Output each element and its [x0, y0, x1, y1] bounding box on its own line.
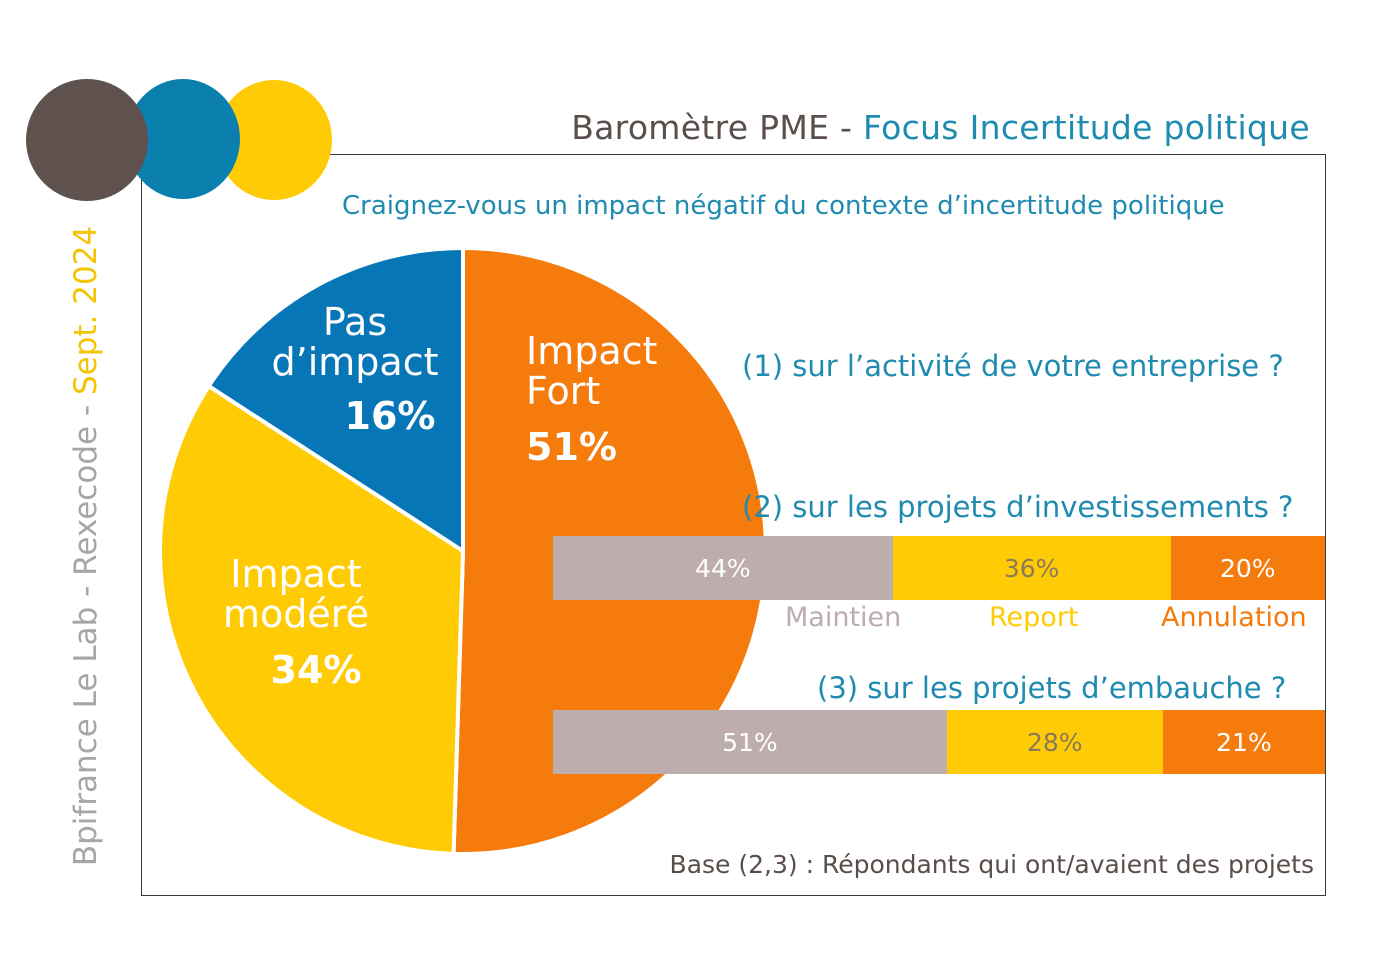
stacked-bar-investissements: 44% 36% 20% [553, 536, 1325, 600]
pie-label-impact-fort: Impact Fort 51% [526, 329, 658, 469]
main-question: Craignez-vous un impact négatif du conte… [342, 191, 1225, 221]
chart-frame [141, 154, 1326, 896]
title-part-1: Baromètre PME - [571, 108, 864, 147]
sub-question-embauche: (3) sur les projets d’embauche ? [817, 671, 1287, 705]
bar-segment-annulation: 20% [1170, 536, 1325, 600]
bar-segment-report: 36% [892, 536, 1171, 600]
pie-label-line-1: Impact [526, 329, 658, 373]
sub-question-activite: (1) sur l’activité de votre entreprise ? [742, 349, 1284, 383]
bar-segment-maintien: 44% [553, 536, 893, 600]
logo-circle-dark [26, 79, 148, 201]
bar-segment-annulation: 21% [1162, 710, 1325, 774]
pie-label-line-1: Pas [322, 300, 388, 344]
stacked-bar-embauche: 51% 28% 21% [553, 710, 1325, 774]
sub-question-investissements: (2) sur les projets d’investissements ? [742, 490, 1294, 524]
pie-value-impact-fort: 51% [526, 424, 617, 469]
pie-label-impact-modere: Impact modéré 34% [223, 552, 369, 692]
pie-slice-pas-d-impact [206, 245, 465, 555]
legend-annulation: Annulation [1161, 602, 1307, 633]
pie-label-line-2: Fort [526, 368, 601, 413]
footnote: Base (2,3) : Répondants qui ont/avaient … [669, 850, 1314, 879]
pie-label-line-2: modéré [223, 591, 369, 636]
legend-maintien: Maintien [785, 602, 902, 633]
bar-segment-maintien: 51% [553, 710, 947, 774]
pie-value-impact-modere: 34% [270, 647, 362, 692]
pie-label-line-2: d’impact [271, 339, 439, 384]
legend-report: Report [989, 602, 1079, 633]
title-part-2: Focus Incertitude politique [863, 108, 1310, 147]
page-title: Baromètre PME - Focus Incertitude politi… [563, 108, 1310, 147]
pie-label-line-1: Impact [230, 552, 362, 596]
pie-value-pas-impact: 16% [344, 393, 436, 438]
bar-segment-report: 28% [946, 710, 1163, 774]
pie-label-pas-impact: Pas d’impact 16% [271, 300, 439, 438]
